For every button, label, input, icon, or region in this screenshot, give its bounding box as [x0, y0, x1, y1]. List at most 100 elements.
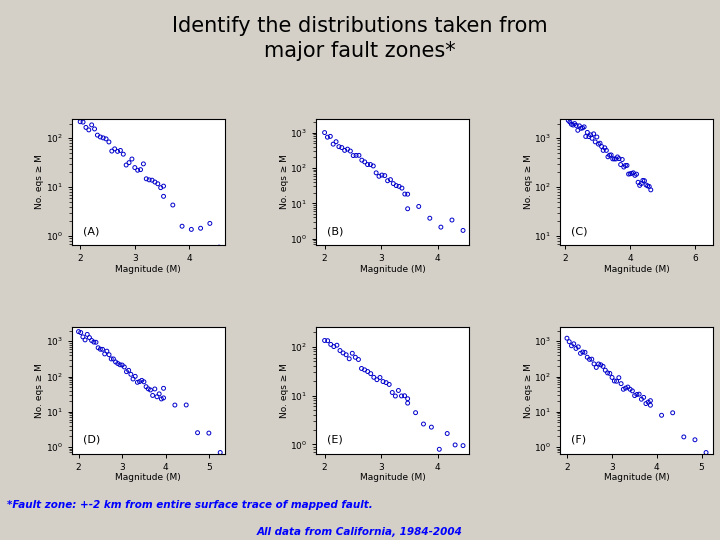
Point [574, 122, 585, 130]
Point [103, 350, 114, 359]
Point [615, 160, 626, 169]
X-axis label: Magnitude (M): Magnitude (M) [115, 473, 181, 482]
Point [399, 392, 410, 400]
Point [343, 354, 355, 363]
Point [75, 328, 86, 337]
Point [359, 158, 371, 166]
Point [600, 366, 611, 375]
Point [132, 378, 143, 387]
Point [624, 170, 636, 178]
Point [575, 349, 586, 357]
Point [607, 154, 618, 163]
Point [83, 126, 94, 134]
Point [181, 401, 192, 409]
Point [606, 151, 617, 159]
Point [572, 342, 584, 351]
Point [105, 355, 117, 363]
Point [106, 147, 117, 156]
Point [598, 362, 609, 370]
Point [588, 130, 600, 138]
Point [345, 147, 356, 156]
Point [100, 134, 112, 143]
Point [79, 335, 91, 344]
Point [103, 138, 114, 146]
Point [583, 132, 595, 141]
Point [77, 333, 89, 341]
Point [319, 336, 330, 345]
Point [88, 338, 99, 346]
Point [364, 160, 376, 169]
Point [334, 346, 346, 355]
Point [578, 123, 590, 131]
Point [424, 214, 436, 222]
Point [399, 190, 410, 198]
Point [598, 146, 609, 154]
Point [634, 390, 645, 399]
Point [143, 384, 154, 393]
Y-axis label: No. eqs ≥ M: No. eqs ≥ M [523, 154, 533, 210]
Point [392, 386, 404, 395]
Point [593, 140, 604, 149]
Point [169, 401, 181, 409]
Point [701, 448, 712, 457]
Point [449, 441, 461, 449]
Point [74, 117, 86, 126]
Point [90, 338, 102, 347]
Point [569, 119, 580, 128]
Point [457, 441, 469, 450]
Point [114, 360, 126, 369]
Point [582, 353, 593, 362]
Point [121, 367, 132, 376]
Point [390, 181, 402, 190]
Point [616, 379, 627, 388]
Point [158, 192, 169, 201]
Point [596, 142, 608, 151]
Point [331, 341, 343, 349]
Point [585, 131, 596, 139]
Point [127, 375, 139, 383]
Point [390, 392, 401, 400]
Point [586, 134, 598, 143]
Point [319, 129, 330, 137]
Point [333, 143, 345, 151]
Point [580, 132, 592, 141]
Y-axis label: No. eqs ≥ M: No. eqs ≥ M [523, 363, 533, 418]
Point [382, 177, 393, 185]
Point [342, 145, 354, 153]
Point [132, 166, 143, 174]
Point [136, 376, 148, 384]
Point [608, 154, 620, 163]
Point [622, 383, 634, 391]
Point [628, 168, 639, 177]
Point [126, 154, 138, 163]
Point [146, 176, 158, 185]
Point [618, 163, 629, 171]
Point [566, 341, 577, 350]
Y-axis label: No. eqs ≥ M: No. eqs ≥ M [279, 363, 289, 418]
Point [328, 140, 339, 149]
Point [591, 133, 603, 141]
Point [457, 226, 469, 235]
Point [582, 128, 593, 137]
Point [626, 387, 638, 395]
Point [158, 394, 169, 402]
Point [570, 344, 582, 353]
Point [151, 393, 163, 401]
Point [426, 423, 437, 431]
Point [593, 360, 604, 368]
Point [135, 165, 146, 174]
Point [337, 349, 348, 357]
Point [117, 361, 128, 369]
Point [92, 343, 104, 352]
Point [101, 347, 112, 355]
Point [602, 152, 613, 161]
Point [341, 350, 352, 359]
Point [575, 124, 587, 133]
Point [402, 205, 413, 213]
Point [80, 123, 91, 132]
Point [149, 178, 161, 186]
Point [577, 124, 588, 132]
Point [125, 370, 137, 379]
Point [384, 380, 395, 389]
Point [441, 429, 453, 438]
